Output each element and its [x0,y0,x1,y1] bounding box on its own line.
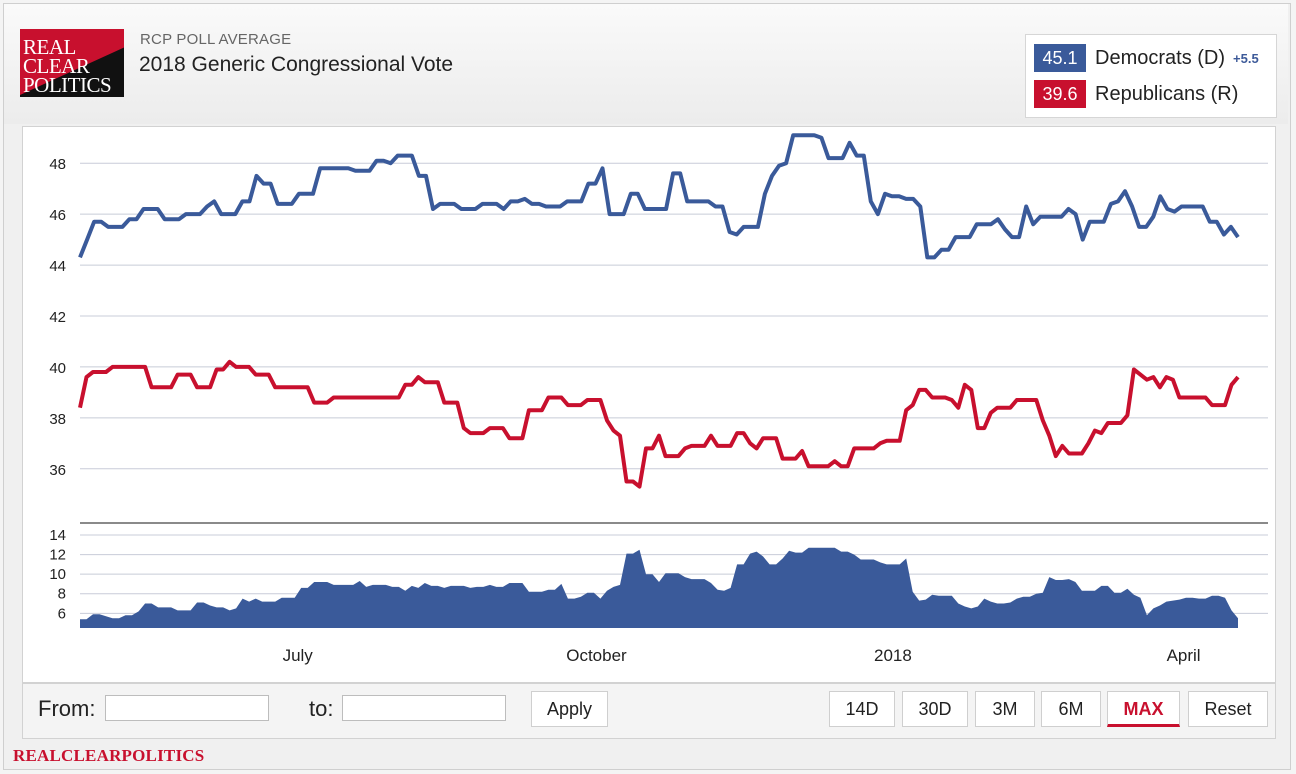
spread-value: +5.5 [1233,50,1259,66]
x-tick-labels: July October 2018 April [283,646,1201,665]
spread-y-tick-label: 14 [49,527,66,544]
gridlines [80,162,1268,614]
legend-item-republicans: 39.6 Republicans (R) [1034,80,1238,108]
to-label: to: [309,696,334,721]
logo-line-1: REAL [23,35,76,59]
x-tick-label: April [1167,646,1201,665]
range-button-14d[interactable]: 14D [829,691,895,727]
x-tick-label: 2018 [874,646,912,665]
republicans-value-badge: 39.6 [1034,80,1086,108]
spread-y-tick-label: 8 [58,586,66,603]
democrats-value-badge: 45.1 [1034,44,1086,72]
democrats-label: Democrats (D) [1095,46,1226,69]
y-tick-labels: 36 38 40 42 44 46 48 6 8 10 12 14 [49,156,66,622]
spread-area [80,547,1238,628]
main-y-tick-label: 44 [49,258,66,275]
main-y-tick-label: 40 [49,360,66,377]
main-y-tick-label: 38 [49,411,66,428]
main-y-tick-label: 48 [49,156,66,173]
footer-brand[interactable]: REALCLEARPOLITICS [13,746,205,765]
poll-lines [78,133,1240,489]
range-button-max[interactable]: MAX [1107,691,1180,727]
range-button-6m[interactable]: 6M [1041,691,1101,727]
democrats-line[interactable] [78,133,1240,260]
logo-line-2: CLEAR [23,54,90,78]
main-y-tick-label: 36 [49,462,66,479]
spread-y-tick-label: 6 [58,605,66,622]
republicans-label: Republicans (R) [1095,82,1239,105]
x-tick-label: October [566,646,627,665]
rcp-logo[interactable]: REAL CLEAR POLITICS [20,29,124,97]
republicans-line[interactable] [78,359,1240,489]
reset-button[interactable]: Reset [1188,691,1268,727]
chart-subtitle: RCP POLL AVERAGE [140,31,292,48]
apply-button[interactable]: Apply [531,691,608,727]
from-date-input[interactable] [105,695,269,721]
from-label: From: [38,696,96,721]
main-y-tick-label: 46 [49,207,66,224]
range-button-3m[interactable]: 3M [975,691,1035,727]
spread-y-tick-label: 10 [49,566,66,583]
date-range-controls: From: to: Apply 14D 30D 3M 6M MAX Reset [22,683,1276,739]
legend-item-democrats: 45.1 Democrats (D) +5.5 [1034,44,1259,72]
spread-y-tick-label: 12 [49,547,66,564]
legend-box: 45.1 Democrats (D) +5.5 39.6 Republicans… [1025,34,1277,118]
spread-area-chart [80,547,1238,628]
to-date-input[interactable] [342,695,506,721]
logo-line-3: POLITICS [23,73,112,97]
range-button-30d[interactable]: 30D [902,691,968,727]
chart-title: 2018 Generic Congressional Vote [139,53,454,76]
main-y-tick-label: 42 [49,309,66,326]
x-tick-label: July [283,646,314,665]
